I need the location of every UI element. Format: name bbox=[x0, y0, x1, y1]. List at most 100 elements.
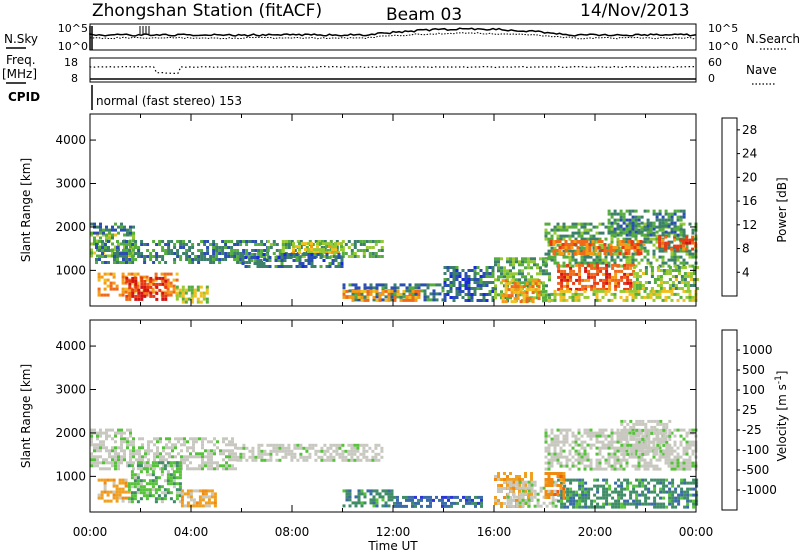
vel-cell bbox=[189, 498, 193, 502]
vel-cell bbox=[369, 492, 373, 496]
power-cell bbox=[334, 251, 337, 255]
vel-cell bbox=[560, 481, 564, 485]
vel-cell bbox=[115, 484, 119, 488]
power-cell bbox=[550, 255, 554, 259]
power-cell bbox=[185, 255, 189, 258]
vel-cell bbox=[178, 464, 182, 468]
power-cell bbox=[525, 282, 529, 286]
power-cell bbox=[417, 289, 421, 293]
power-cell bbox=[408, 286, 412, 290]
power-cell bbox=[467, 278, 471, 281]
power-cell bbox=[577, 228, 581, 232]
vel-cell bbox=[566, 496, 570, 500]
power-cell bbox=[531, 285, 535, 289]
vel-cell bbox=[536, 501, 540, 505]
power-cell bbox=[97, 275, 101, 279]
power-cell bbox=[155, 243, 159, 246]
power-cell bbox=[307, 259, 311, 262]
power-cell bbox=[562, 225, 566, 229]
vel-cell bbox=[239, 446, 243, 450]
vel-cell bbox=[685, 449, 689, 453]
power-cell bbox=[108, 233, 111, 237]
power-ytick-label: 4000 bbox=[55, 133, 86, 147]
power-cell bbox=[625, 227, 629, 231]
vel-cell bbox=[156, 440, 159, 444]
vel-cell bbox=[207, 455, 210, 459]
power-cell bbox=[506, 269, 509, 273]
power-cell bbox=[565, 225, 569, 229]
vel-cell bbox=[572, 502, 576, 506]
vel-cell bbox=[665, 478, 669, 482]
vel-cell bbox=[614, 481, 618, 485]
power-cell bbox=[233, 252, 237, 255]
vel-cell bbox=[679, 467, 683, 471]
power-cell bbox=[342, 286, 346, 290]
vel-cell bbox=[375, 489, 379, 493]
power-cell bbox=[461, 284, 465, 287]
power-cell bbox=[685, 289, 689, 293]
vel-cell bbox=[512, 495, 516, 499]
power-cell bbox=[610, 221, 614, 225]
vel-cell bbox=[559, 464, 563, 468]
power-cell bbox=[136, 284, 140, 288]
vel-cell bbox=[102, 443, 105, 447]
vel-cell bbox=[692, 505, 696, 509]
power-cell bbox=[658, 292, 662, 296]
power-cell bbox=[652, 255, 656, 259]
vel-cell bbox=[578, 478, 582, 482]
vel-cell bbox=[387, 492, 391, 496]
vel-cell bbox=[550, 493, 554, 496]
vel-cell bbox=[668, 481, 672, 485]
vel-cell bbox=[234, 443, 237, 447]
vel-cell bbox=[369, 489, 373, 493]
vel-cell bbox=[583, 446, 587, 450]
power-cell bbox=[182, 240, 186, 243]
power-cell bbox=[634, 289, 638, 293]
power-cell bbox=[665, 281, 669, 284]
power-cell bbox=[573, 240, 577, 243]
vel-cell bbox=[625, 434, 629, 438]
power-cell bbox=[622, 218, 626, 222]
vel-cell bbox=[353, 458, 357, 462]
vel-cell bbox=[671, 499, 675, 503]
vel-cell bbox=[676, 461, 680, 465]
power-cell bbox=[446, 278, 450, 281]
vel-cell bbox=[518, 486, 522, 490]
power-cell bbox=[634, 233, 638, 237]
power-cell bbox=[504, 279, 508, 283]
power-cell bbox=[350, 255, 354, 258]
vel-cell bbox=[676, 455, 680, 459]
power-cell bbox=[140, 282, 144, 286]
power-cell bbox=[166, 287, 170, 291]
vel-cell bbox=[365, 449, 369, 453]
power-cell bbox=[610, 240, 614, 244]
power-cell bbox=[513, 300, 517, 304]
vel-cell bbox=[213, 501, 217, 505]
power-cell bbox=[173, 243, 177, 246]
power-cell bbox=[287, 243, 291, 246]
power-cell bbox=[559, 234, 563, 238]
vel-cell bbox=[692, 499, 696, 503]
power-cell bbox=[116, 255, 119, 258]
power-cell bbox=[212, 246, 216, 249]
vel-cell bbox=[677, 496, 681, 500]
power-cell bbox=[350, 243, 354, 246]
power-cell bbox=[259, 265, 263, 268]
vel-cell bbox=[369, 501, 373, 505]
power-cell bbox=[95, 258, 98, 261]
power-cell bbox=[673, 230, 677, 234]
power-cell bbox=[251, 240, 255, 243]
power-cell bbox=[402, 289, 406, 293]
vel-cell bbox=[596, 496, 600, 500]
vel-cell bbox=[100, 490, 104, 494]
power-cell bbox=[671, 284, 675, 287]
power-cell bbox=[682, 261, 686, 265]
vel-cell bbox=[581, 499, 585, 503]
power-cell bbox=[676, 249, 680, 253]
vel-cell bbox=[96, 434, 99, 438]
power-cell bbox=[188, 255, 192, 258]
power-cell bbox=[143, 261, 147, 264]
power-cell bbox=[353, 243, 357, 246]
power-cell bbox=[365, 246, 369, 249]
